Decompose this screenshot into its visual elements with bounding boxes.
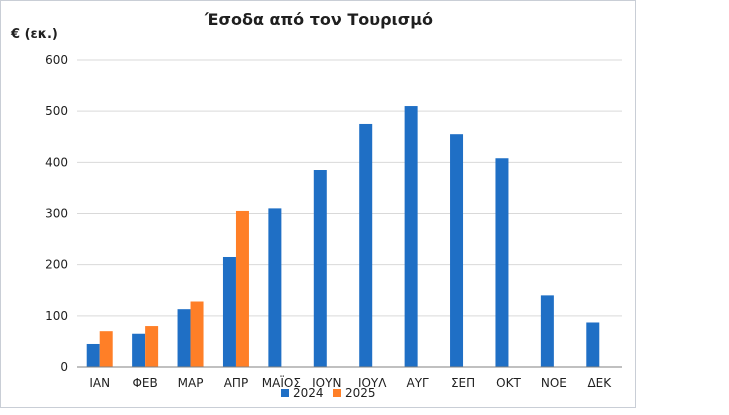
y-axis-ticks: 0 100 200 300 400 500 600 (45, 53, 68, 374)
bar-2025-ΜΑΡ (190, 301, 204, 367)
x-tick-label: ΟΚΤ (496, 376, 521, 390)
x-tick-label: ΣΕΠ (451, 376, 475, 390)
x-tick-label: ΜΑΪΟΣ (262, 375, 301, 390)
bars (86, 106, 600, 368)
x-tick-label: ΔΕΚ (587, 376, 612, 390)
legend: 2024 2025 (281, 386, 376, 400)
legend-label-2024: 2024 (293, 386, 324, 400)
y-tick-label: 400 (45, 155, 68, 169)
x-tick-label: ΜΑΡ (178, 376, 204, 390)
bar-2025-ΑΠΡ (235, 210, 249, 367)
x-tick-label: ΙΟΥΛ (358, 376, 387, 390)
x-tick-label: ΑΥΓ (407, 376, 430, 390)
bar-2024-ΟΚΤ (495, 158, 509, 367)
bar-2024-ΝΟΕ (540, 295, 554, 367)
x-tick-label: ΙΟΥΝ (312, 376, 341, 390)
y-tick-label: 500 (45, 104, 68, 118)
x-tick-label: ΦΕΒ (132, 376, 157, 390)
bar-2024-ΙΑΝ (86, 343, 100, 367)
legend-swatch-2025 (333, 389, 341, 397)
bar-2024-ΑΥΓ (404, 106, 418, 368)
bar-2024-ΔΕΚ (586, 322, 600, 367)
bar-2024-ΜΑΡ (177, 309, 191, 367)
bar-2025-ΦΕΒ (145, 326, 159, 367)
x-tick-label: ΑΠΡ (224, 376, 248, 390)
bar-2025-ΙΑΝ (99, 331, 113, 367)
y-tick-label: 200 (45, 258, 68, 272)
y-axis-unit-label: € (εκ.) (10, 27, 58, 42)
bar-2024-ΣΕΠ (450, 134, 464, 367)
bar-2024-ΑΠΡ (222, 256, 236, 367)
x-axis-ticks: ΙΑΝ ΦΕΒ ΜΑΡ ΑΠΡ ΜΑΪΟΣ ΙΟΥΝ ΙΟΥΛ ΑΥΓ ΣΕΠ ΟΚΤ ΝΟΕ ΔΕΚ (89, 375, 612, 390)
y-tick-label: 600 (45, 53, 68, 67)
y-tick-label: 0 (60, 360, 68, 374)
bar-2024-ΜΑΪΟΣ (268, 208, 282, 367)
chart-title: Έσοδα από τον Τουρισμό (204, 10, 433, 29)
legend-swatch-2024 (281, 389, 289, 397)
gridlines (77, 59, 622, 317)
x-tick-label: ΝΟΕ (541, 376, 567, 390)
x-tick-label: ΙΑΝ (89, 376, 110, 390)
chart-frame: Έσοδα από τον Τουρισμό € (εκ.) 0 100 200 30… (0, 0, 636, 408)
legend-label-2025: 2025 (345, 386, 376, 400)
bar-2024-ΙΟΥΛ (359, 123, 373, 367)
bar-2024-ΙΟΥΝ (313, 170, 327, 367)
bar-chart: Έσοδα από τον Τουρισμό € (εκ.) 0 100 200 30… (10, 10, 622, 400)
bar-2024-ΦΕΒ (132, 333, 146, 367)
y-tick-label: 300 (45, 207, 68, 221)
y-tick-label: 100 (45, 309, 68, 323)
